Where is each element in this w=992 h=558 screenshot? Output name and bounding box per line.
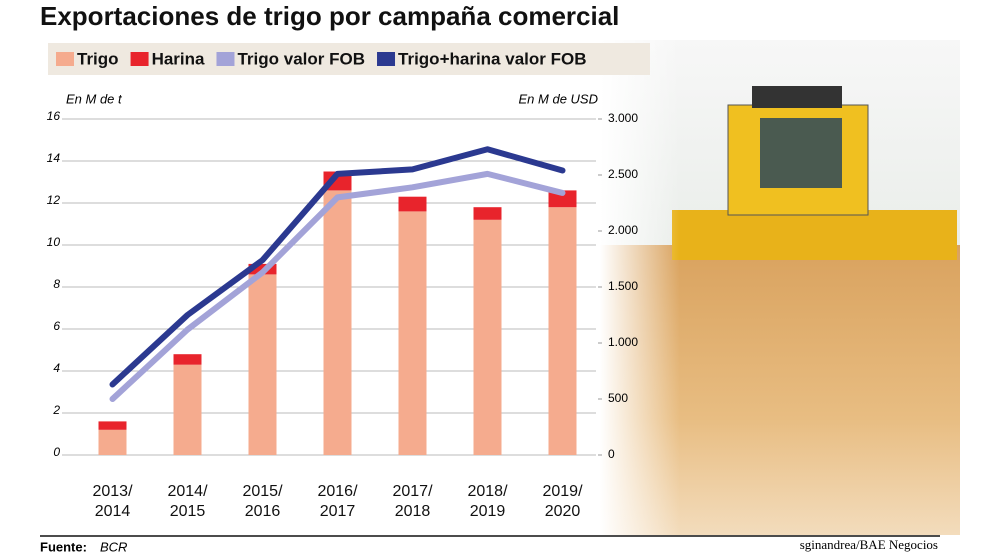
legend-label: Trigo [77,49,119,68]
y2-tick-label: 0 [608,447,615,461]
bar-segment [548,190,577,208]
x-tick-label: 2014/ 2015 [167,483,208,520]
x-tick-label: 2015/ 2016 [242,483,283,520]
legend-swatch [216,52,235,66]
legend-swatch [56,52,74,66]
x-tick-label: 2016/ 2017 [317,483,358,520]
line [109,170,566,402]
y2-tick-label: 3.000 [608,111,638,125]
legend-swatch [130,52,149,66]
bar-segment [398,196,427,212]
bar-segment [548,207,577,455]
y2-axis-title: En M de USD [519,91,598,106]
bar-segment [473,219,502,455]
legend-label: Trigo+harina valor FOB [398,49,586,68]
legend-label: Harina [152,49,205,68]
x-tick-label: 2018/ 2019 [467,483,508,520]
photo [600,40,960,540]
y-tick-label: 4 [53,361,60,375]
y-tick-label: 10 [47,235,61,249]
y-tick-label: 2 [52,403,60,417]
y2-tick-label: 1.500 [608,279,638,293]
bar-segment [248,274,277,455]
source: BCR [100,539,127,554]
y-tick-label: 0 [53,445,60,459]
y2-tick-label: 1.000 [608,335,638,349]
legend-label: Trigo valor FOB [237,49,365,68]
y-tick-label: 14 [47,151,61,165]
y2-tick-label: 500 [608,391,628,405]
x-tick-label: 2017/ 2018 [392,483,433,520]
source-label: Fuente: [40,539,87,554]
bar-segment [398,211,427,455]
bar-segment [473,207,502,220]
y-axis-title: En M de t [66,91,123,106]
bar-segment [323,190,352,455]
x-tick-label: 2013/ 2014 [92,483,133,520]
legend-swatch [377,52,396,66]
line [109,146,566,388]
x-tick-label: 2019/ 2020 [542,483,583,520]
chart-title: Exportaciones de trigo por campaña comer… [40,1,619,31]
bar-segment [98,429,127,455]
bar-segment [173,364,202,455]
credit: sginandrea/BAE Negocios [800,537,938,552]
bar-segment [173,354,202,365]
bar-segment [98,421,127,430]
y-tick-label: 12 [47,193,61,207]
y-tick-label: 6 [53,319,60,333]
y-tick-label: 8 [53,277,60,291]
y2-tick-label: 2.000 [608,223,638,237]
y2-tick-label: 2.500 [608,167,638,181]
y-tick-label: 16 [47,109,61,123]
